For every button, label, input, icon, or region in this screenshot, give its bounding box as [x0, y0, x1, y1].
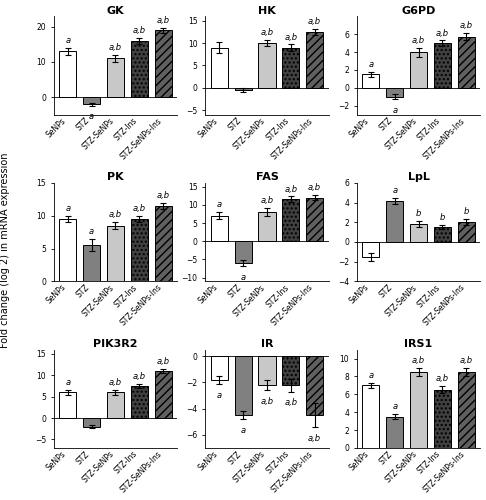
Bar	[386, 88, 403, 97]
Bar	[211, 216, 228, 242]
Text: a,b: a,b	[133, 372, 146, 381]
Text: a,b: a,b	[308, 18, 321, 26]
Text: a: a	[65, 378, 70, 388]
Text: a,b: a,b	[436, 374, 449, 384]
Text: a,b: a,b	[284, 32, 297, 42]
Bar	[306, 32, 323, 88]
Bar	[434, 227, 451, 242]
Text: a,b: a,b	[460, 22, 473, 30]
Text: a: a	[241, 426, 246, 435]
Bar	[410, 52, 427, 88]
Bar	[434, 43, 451, 88]
Bar	[434, 390, 451, 448]
Bar	[282, 48, 299, 88]
Text: b: b	[440, 214, 445, 222]
Bar	[458, 37, 475, 88]
Bar	[59, 52, 76, 97]
Text: a,b: a,b	[412, 36, 425, 44]
Bar	[306, 356, 323, 415]
Text: b: b	[416, 210, 421, 218]
Bar	[211, 356, 228, 380]
Text: a,b: a,b	[308, 434, 321, 443]
Bar	[155, 371, 172, 418]
Title: IRS1: IRS1	[404, 339, 433, 349]
Text: a: a	[89, 112, 94, 122]
Bar	[458, 372, 475, 448]
Text: a,b: a,b	[460, 356, 473, 366]
Bar	[410, 224, 427, 242]
Bar	[131, 219, 148, 282]
Bar	[386, 416, 403, 448]
Text: a: a	[217, 200, 222, 209]
Text: a: a	[217, 390, 222, 400]
Title: IR: IR	[261, 339, 273, 349]
Bar	[235, 88, 252, 90]
Bar	[83, 246, 100, 282]
Bar	[83, 97, 100, 104]
Text: a,b: a,b	[156, 357, 170, 366]
Text: a,b: a,b	[109, 210, 122, 220]
Bar	[282, 356, 299, 385]
Text: a: a	[89, 228, 94, 236]
Bar	[59, 392, 76, 418]
Text: a,b: a,b	[412, 356, 425, 366]
Text: a,b: a,b	[109, 378, 122, 388]
Text: a: a	[65, 204, 70, 213]
Text: a,b: a,b	[308, 182, 321, 192]
Bar	[131, 386, 148, 418]
Text: a,b: a,b	[436, 28, 449, 38]
Text: a,b: a,b	[133, 204, 146, 213]
Bar	[155, 206, 172, 282]
Text: a,b: a,b	[156, 190, 170, 200]
Bar	[386, 200, 403, 242]
Text: a,b: a,b	[284, 398, 297, 407]
Bar	[282, 200, 299, 241]
Bar	[107, 226, 124, 281]
Title: FAS: FAS	[256, 172, 278, 182]
Bar	[363, 386, 380, 448]
Bar	[410, 372, 427, 448]
Bar	[155, 30, 172, 97]
Text: a: a	[392, 186, 397, 195]
Bar	[259, 356, 276, 385]
Text: a: a	[241, 273, 246, 282]
Bar	[235, 242, 252, 263]
Text: a: a	[368, 371, 373, 380]
Text: a: a	[392, 402, 397, 411]
Text: a,b: a,b	[156, 16, 170, 24]
Bar	[363, 242, 380, 256]
Text: a: a	[65, 36, 70, 45]
Text: Fold change (log 2) in mRNA expression: Fold change (log 2) in mRNA expression	[0, 152, 10, 348]
Bar	[107, 392, 124, 418]
Bar	[131, 41, 148, 97]
Title: GK: GK	[106, 6, 124, 16]
Text: a: a	[368, 60, 373, 69]
Bar	[107, 58, 124, 97]
Title: PK: PK	[107, 172, 124, 182]
Bar	[59, 219, 76, 282]
Bar	[83, 418, 100, 426]
Bar	[363, 74, 380, 88]
Bar	[306, 198, 323, 242]
Bar	[211, 48, 228, 88]
Bar	[259, 43, 276, 88]
Text: a,b: a,b	[284, 184, 297, 194]
Text: a,b: a,b	[260, 196, 274, 205]
Text: a,b: a,b	[260, 397, 274, 406]
Text: a: a	[392, 106, 397, 116]
Text: b: b	[464, 208, 469, 216]
Title: LpL: LpL	[408, 172, 430, 182]
Title: HK: HK	[258, 6, 276, 16]
Title: G6PD: G6PD	[401, 6, 436, 16]
Bar	[259, 212, 276, 242]
Text: a,b: a,b	[260, 28, 274, 37]
Bar	[458, 222, 475, 242]
Text: a,b: a,b	[133, 26, 146, 35]
Title: PIK3R2: PIK3R2	[93, 339, 138, 349]
Text: a,b: a,b	[109, 44, 122, 52]
Bar	[235, 356, 252, 415]
